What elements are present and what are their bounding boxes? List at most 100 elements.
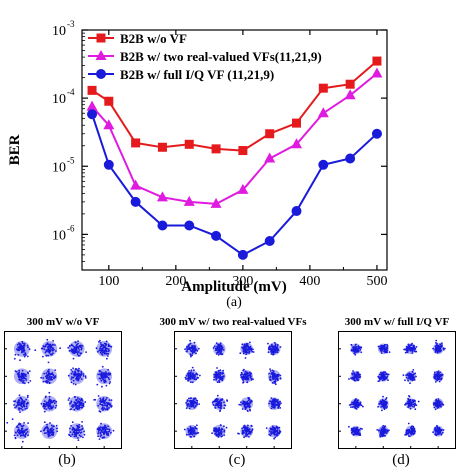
sample-point [100,352,103,355]
symbol-cluster-3-3 [432,424,445,437]
sample-point [26,355,29,358]
sample-point [384,398,387,401]
sample-point [46,338,49,341]
sample-point [72,376,75,379]
sample-point [379,432,382,434]
sample-point [72,345,74,347]
sample-point [84,377,87,379]
series-1-point-3 [156,191,168,202]
sample-point [13,357,16,360]
sample-point [48,351,51,354]
sample-point [191,351,194,354]
symbol-cluster-1-1 [212,367,226,384]
sample-point [193,377,196,380]
sample-point [19,411,21,413]
sample-point [74,346,76,349]
sample-point [70,369,73,371]
sample-point [19,404,22,406]
sample-point [415,375,417,378]
sample-point [191,381,194,384]
sample-point [194,397,197,400]
sample-point [250,379,253,381]
symbol-cluster-0-2 [13,394,30,413]
sample-point [99,427,101,430]
sample-point [188,400,191,402]
sample-point [99,373,101,375]
sample-point [360,346,363,349]
sample-point [54,406,57,409]
sample-point [74,402,76,404]
sample-point [223,434,226,436]
sample-point [270,350,273,352]
sample-point [384,430,387,433]
symbol-cluster-3-0 [432,339,446,355]
sample-point [273,433,276,436]
sample-point [108,429,111,431]
sample-point [240,376,243,379]
sample-point [193,406,196,409]
sample-point [72,382,75,385]
sample-point [350,432,353,434]
sample-point [43,421,46,424]
sample-point [22,379,25,382]
sample-point [16,343,19,346]
sample-point [72,357,75,360]
sample-point [409,431,412,434]
sample-point [48,381,51,384]
sample-point [413,427,416,430]
symbol-cluster-1-3 [40,421,59,440]
sample-point [436,351,439,354]
sample-point [75,404,77,407]
sample-point [353,347,356,350]
sample-point [405,429,408,432]
sample-point [276,347,278,350]
sample-point [274,403,277,406]
symbol-cluster-0-0 [13,340,37,362]
sample-point [226,400,229,402]
sample-point [49,343,52,346]
sample-point [80,397,83,400]
sample-point [24,433,27,436]
sample-point [410,433,413,436]
sample-point [105,432,108,435]
sample-point [219,371,222,374]
sample-point [414,347,417,350]
sample-point [407,406,409,409]
sample-point [382,345,385,348]
series-1-point-5 [210,197,222,208]
sample-point [274,383,277,386]
sample-point [79,403,82,406]
sample-point [438,345,440,347]
sample-point [216,349,219,351]
sample-point [435,398,438,401]
sample-point [97,435,99,438]
sample-point [78,349,81,351]
sample-point [247,375,249,378]
sample-point [269,432,272,434]
sample-point [112,429,115,432]
sample-point [351,401,353,404]
sample-point [279,346,282,348]
sample-point [80,406,83,409]
sample-point [381,409,383,412]
sample-point [47,371,50,374]
constellation-panel-b: 300 mV w/o VF [0,316,126,452]
sample-point [358,434,361,436]
sample-point [434,381,437,383]
sample-point [348,378,350,380]
sample-point [101,436,104,439]
sample-point [75,431,78,433]
sample-point [273,404,276,407]
sample-point [43,404,46,406]
sample-point [79,429,82,431]
sample-point [215,428,217,430]
sample-point [106,402,109,405]
sample-point [414,372,417,375]
sample-point [71,433,74,436]
sample-point [439,349,442,352]
sample-point [356,371,359,374]
sample-point [354,350,356,353]
sample-point [96,383,99,386]
sample-point [378,373,381,376]
sample-point [27,402,29,405]
